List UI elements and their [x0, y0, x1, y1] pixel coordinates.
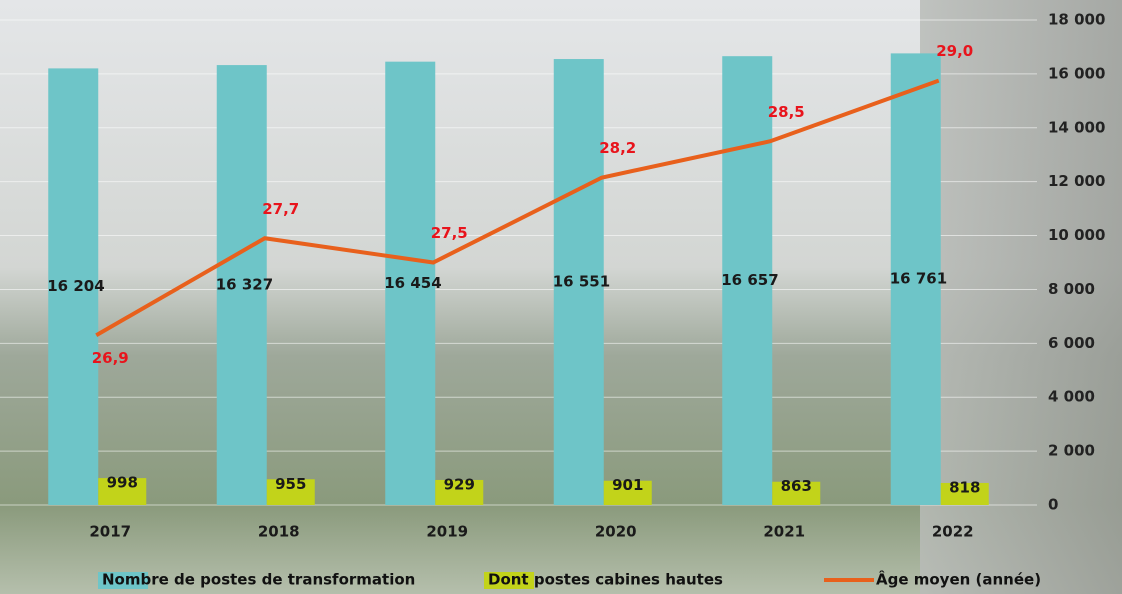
y-tick-label: 16 000	[1048, 64, 1105, 82]
bar	[266, 479, 315, 505]
data-label: 929	[444, 475, 475, 493]
data-label: 16 657	[721, 271, 778, 289]
y-tick-label: 14 000	[1048, 118, 1105, 136]
bar	[890, 53, 941, 506]
x-tick-label: 2021	[763, 523, 805, 541]
bar	[435, 479, 484, 505]
legend-swatch	[98, 572, 148, 589]
x-tick-label: 2019	[426, 523, 468, 541]
data-label: 16 454	[384, 274, 441, 292]
bar	[940, 482, 989, 505]
y-tick-label: 10 000	[1048, 226, 1105, 244]
x-tick-label: 2020	[595, 523, 637, 541]
legend-label: Âge moyen (année)	[876, 570, 1041, 589]
data-label: 16 327	[216, 276, 273, 294]
data-label: 863	[781, 477, 812, 495]
data-label: 998	[107, 474, 138, 492]
bar	[603, 480, 652, 505]
y-tick-label: 6 000	[1048, 334, 1095, 352]
data-label: 28,2	[599, 139, 636, 157]
legend-label: Nombre de postes de transformation	[102, 571, 415, 589]
x-tick-label: 2017	[89, 523, 131, 541]
data-label: 29,0	[936, 42, 973, 60]
data-label: 818	[949, 478, 980, 496]
data-label: 955	[275, 475, 306, 493]
bar	[216, 65, 267, 505]
data-label: 901	[612, 476, 643, 494]
y-tick-label: 4 000	[1048, 388, 1095, 406]
bar	[772, 481, 821, 505]
y-tick-label: 18 000	[1048, 11, 1105, 29]
legend-swatch	[484, 572, 534, 589]
data-label: 27,5	[431, 224, 468, 242]
data-label: 16 204	[47, 277, 104, 295]
data-label: 26,9	[92, 349, 129, 367]
x-tick-label: 2018	[258, 523, 300, 541]
legend-label: Dont postes cabines hautes	[488, 571, 723, 589]
data-label: 28,5	[768, 103, 805, 121]
bar	[553, 59, 604, 505]
x-tick-label: 2022	[932, 523, 974, 541]
y-tick-label: 0	[1048, 496, 1058, 514]
bar	[385, 61, 436, 505]
y-tick-label: 12 000	[1048, 172, 1105, 190]
bar	[48, 68, 99, 506]
y-tick-label: 8 000	[1048, 280, 1095, 298]
data-label: 16 761	[890, 270, 947, 288]
line	[95, 78, 940, 337]
data-label: 27,7	[262, 200, 299, 218]
bar	[722, 56, 773, 505]
y-tick-label: 2 000	[1048, 442, 1095, 460]
data-label: 16 551	[553, 273, 610, 291]
bar	[98, 478, 147, 505]
